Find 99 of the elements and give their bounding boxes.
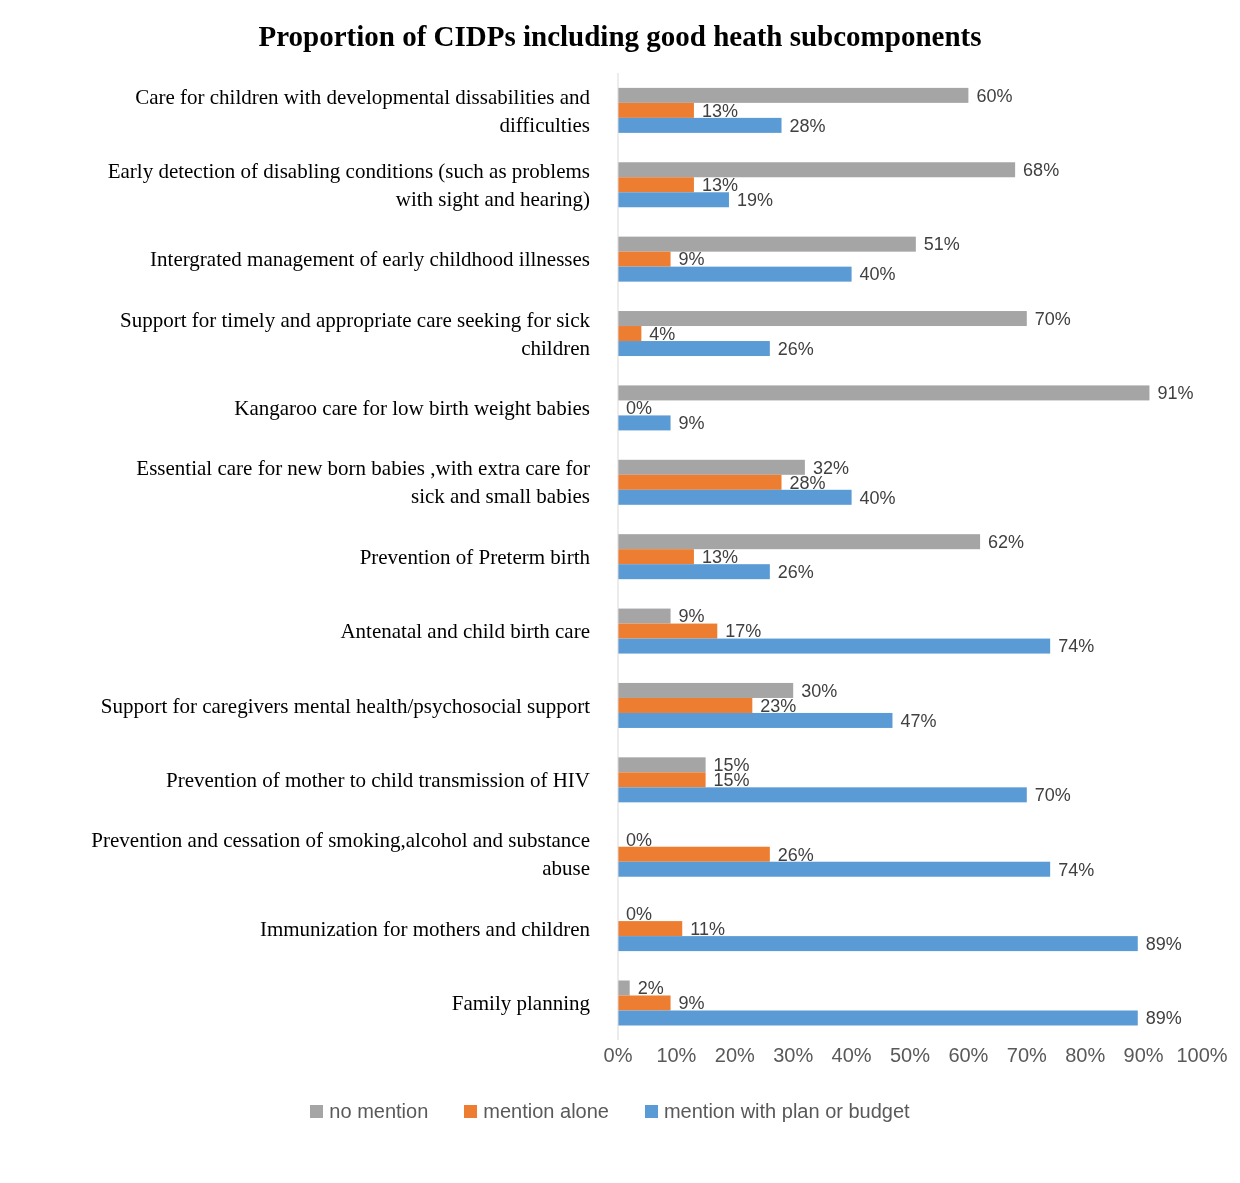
bar	[618, 489, 852, 505]
bar	[618, 980, 630, 996]
chart-title: Proportion of CIDPs including good heath subcomponents	[257, 20, 983, 53]
x-tick-label: 80%	[1065, 1044, 1106, 1067]
bar	[618, 385, 1150, 401]
bar	[618, 697, 753, 713]
bar	[618, 341, 770, 357]
y-tick-label: Kangaroo care for low birth weight babies	[234, 396, 590, 421]
bar	[618, 861, 1051, 877]
bar	[618, 921, 683, 937]
data-label: 91%	[1157, 383, 1194, 404]
bar	[618, 712, 893, 728]
y-tick-label: Antenatal and child birth care	[340, 619, 590, 644]
bar	[618, 102, 694, 118]
y-tick-label: Prevention and cessation of smoking,alcohol and substance abuse	[91, 828, 590, 881]
y-tick-label: Immunization for mothers and children	[259, 916, 591, 941]
bar	[618, 608, 671, 624]
data-label: 89%	[1145, 933, 1182, 954]
data-label: 11%	[690, 918, 725, 939]
y-tick-label: Support for caregivers mental health/psychosocial support	[100, 693, 591, 718]
data-label: 13%	[701, 175, 738, 196]
data-label: 19%	[736, 190, 773, 211]
y-tick-label: Prevention of Preterm birth	[359, 544, 591, 569]
data-label: 74%	[1058, 636, 1095, 657]
bar	[618, 192, 729, 208]
bar	[618, 534, 981, 550]
bar	[618, 459, 805, 475]
bar	[618, 623, 718, 639]
data-label: 70%	[1034, 785, 1071, 806]
data-label: 60%	[976, 85, 1013, 106]
data-label: 13%	[701, 100, 738, 121]
x-tick-label: 20%	[714, 1044, 756, 1067]
x-tick-label: 40%	[831, 1044, 872, 1067]
data-label: 40%	[859, 264, 896, 285]
data-label: 26%	[777, 338, 814, 359]
y-tick-label: Support for timely and appropriate care seeking for sick children	[119, 307, 591, 360]
data-label: 26%	[777, 561, 814, 582]
data-label: 0%	[626, 398, 653, 419]
bar	[618, 772, 706, 788]
x-tick-label: 70%	[1006, 1044, 1048, 1067]
data-label: 26%	[777, 844, 814, 865]
y-tick-label: Family planning	[451, 991, 591, 1016]
data-label: 68%	[1023, 160, 1060, 181]
bar	[618, 936, 1138, 952]
legend-label: mention with plan or budget	[662, 1100, 910, 1123]
bar	[618, 787, 1027, 803]
x-tick-label: 100%	[1176, 1044, 1228, 1067]
legend-label: mention alone	[482, 1100, 609, 1123]
bar	[618, 236, 916, 252]
data-label: 9%	[678, 249, 705, 270]
data-label: 70%	[1034, 308, 1071, 329]
data-label: 13%	[701, 546, 738, 567]
bar	[618, 266, 852, 282]
data-label: 51%	[923, 234, 960, 255]
x-tick-label: 10%	[656, 1044, 697, 1067]
data-label: 47%	[900, 710, 937, 731]
x-tick-label: 30%	[773, 1044, 814, 1067]
bar	[618, 682, 794, 698]
data-label: 28%	[789, 115, 826, 136]
data-label: 17%	[725, 621, 762, 642]
x-tick-label: 50%	[889, 1044, 931, 1067]
bar	[618, 564, 770, 580]
data-label: 23%	[760, 695, 797, 716]
bar	[618, 474, 782, 490]
bar	[618, 995, 671, 1011]
legend-label: no mention	[328, 1100, 429, 1123]
data-label: 30%	[801, 680, 838, 701]
bar	[618, 1010, 1138, 1026]
bar	[618, 162, 1016, 178]
data-label: 0%	[626, 829, 653, 850]
x-tick-label: 60%	[948, 1044, 989, 1067]
data-label: 9%	[678, 413, 705, 434]
data-label: 4%	[649, 323, 676, 344]
y-tick-label: Early detection of disabling conditions (such as problems with sight and hearing)	[107, 158, 590, 211]
bar	[618, 177, 694, 193]
data-label: 62%	[988, 531, 1025, 552]
bar	[618, 846, 770, 862]
x-tick-label: 90%	[1123, 1044, 1164, 1067]
bar	[618, 757, 706, 773]
data-label: 9%	[678, 993, 705, 1014]
data-label: 2%	[637, 978, 664, 999]
bar	[618, 326, 642, 342]
data-label: 9%	[678, 606, 705, 627]
y-tick-label: Intergrated management of early childhood illnesses	[150, 247, 590, 272]
bar	[618, 311, 1027, 327]
bar	[618, 117, 782, 133]
bar	[618, 638, 1051, 654]
bar	[618, 87, 969, 103]
x-tick-label: 0%	[603, 1044, 633, 1067]
data-label: 0%	[626, 903, 653, 924]
data-label: 89%	[1145, 1008, 1182, 1029]
bar	[618, 415, 671, 431]
bar	[618, 251, 671, 267]
bar	[618, 549, 694, 565]
y-tick-label: Prevention of mother to child transmission of HIV	[165, 768, 590, 792]
data-label: 40%	[859, 487, 896, 508]
y-tick-label: Essential care for new born babies ,with extra care for sick and small babies	[136, 456, 590, 509]
y-tick-label: Care for children with developmental dissabilities and difficulties	[135, 84, 591, 137]
data-label: 74%	[1058, 859, 1095, 880]
